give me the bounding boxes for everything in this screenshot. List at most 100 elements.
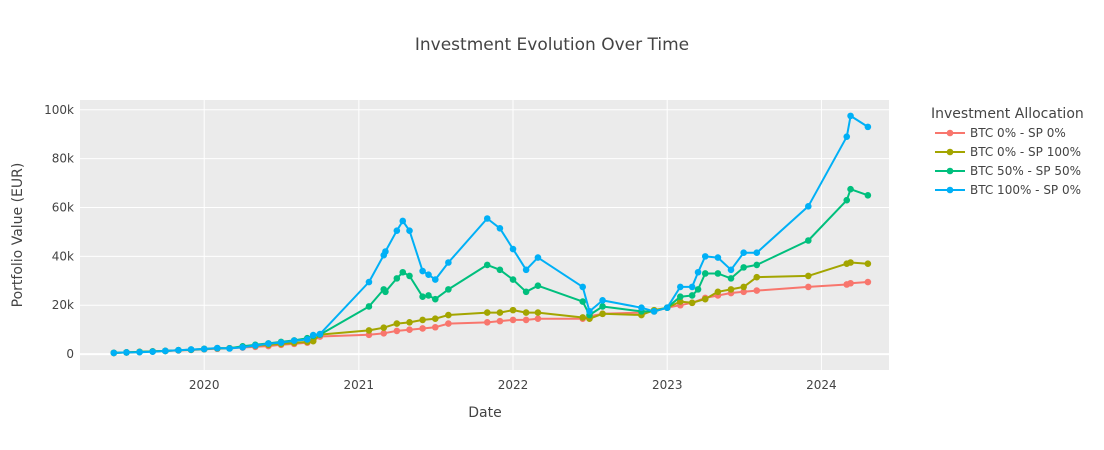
data-point[interactable] [496, 309, 504, 316]
data-point[interactable] [522, 316, 530, 324]
data-point[interactable] [522, 288, 530, 296]
data-point[interactable] [290, 337, 298, 344]
legend-item[interactable]: BTC 0% - SP 0% [935, 126, 1066, 140]
data-point[interactable] [431, 323, 439, 331]
data-point[interactable] [123, 349, 130, 356]
data-point[interactable] [406, 227, 413, 235]
legend-item[interactable]: BTC 0% - SP 100% [935, 145, 1081, 159]
data-point[interactable] [847, 185, 854, 193]
data-point[interactable] [365, 327, 373, 334]
data-point[interactable] [534, 282, 542, 290]
data-point[interactable] [864, 278, 872, 286]
data-point[interactable] [445, 311, 452, 319]
data-point[interactable] [688, 299, 696, 307]
data-point[interactable] [277, 339, 285, 346]
data-point[interactable] [425, 271, 432, 279]
data-point[interactable] [496, 266, 504, 274]
data-point[interactable] [509, 245, 517, 253]
data-point[interactable] [431, 315, 439, 322]
data-point[interactable] [393, 227, 401, 235]
data-point[interactable] [393, 320, 401, 327]
data-point[interactable] [419, 293, 426, 300]
data-point[interactable] [677, 293, 684, 300]
data-point[interactable] [483, 261, 491, 269]
data-point[interactable] [522, 309, 530, 316]
data-point[interactable] [753, 249, 761, 257]
data-point[interactable] [847, 279, 854, 287]
data-point[interactable] [419, 325, 426, 332]
data-point[interactable] [864, 260, 872, 268]
data-point[interactable] [740, 283, 747, 291]
data-point[interactable] [265, 340, 272, 347]
data-point[interactable] [534, 315, 542, 322]
data-point[interactable] [382, 288, 389, 296]
data-point[interactable] [727, 266, 735, 274]
data-point[interactable] [701, 253, 709, 260]
data-point[interactable] [380, 330, 388, 337]
data-point[interactable] [586, 308, 593, 315]
data-point[interactable] [382, 248, 389, 255]
data-point[interactable] [847, 112, 854, 120]
data-point[interactable] [419, 316, 426, 324]
data-point[interactable] [599, 303, 606, 310]
data-point[interactable] [663, 304, 671, 311]
data-point[interactable] [483, 309, 491, 316]
data-point[interactable] [650, 308, 658, 315]
data-point[interactable] [694, 268, 702, 276]
data-point[interactable] [714, 270, 722, 277]
data-point[interactable] [431, 276, 439, 283]
data-point[interactable] [445, 286, 452, 293]
data-point[interactable] [864, 191, 872, 199]
data-point[interactable] [365, 278, 373, 286]
data-point[interactable] [425, 292, 432, 299]
data-point[interactable] [496, 224, 504, 232]
data-point[interactable] [309, 331, 317, 339]
data-point[interactable] [162, 347, 169, 355]
data-point[interactable] [805, 272, 812, 280]
data-point[interactable] [522, 266, 530, 274]
data-point[interactable] [200, 345, 208, 353]
data-point[interactable] [599, 310, 606, 318]
data-point[interactable] [753, 261, 761, 269]
data-point[interactable] [316, 330, 324, 338]
legend-item[interactable]: BTC 50% - SP 50% [935, 164, 1081, 178]
data-point[interactable] [714, 254, 722, 261]
data-point[interactable] [187, 346, 195, 353]
data-point[interactable] [599, 297, 606, 304]
data-point[interactable] [445, 320, 452, 327]
data-point[interactable] [753, 287, 761, 294]
data-point[interactable] [393, 275, 401, 282]
data-point[interactable] [303, 336, 311, 343]
data-point[interactable] [688, 283, 696, 291]
data-point[interactable] [226, 345, 233, 352]
data-point[interactable] [534, 309, 542, 316]
data-point[interactable] [483, 319, 491, 326]
data-point[interactable] [509, 306, 517, 314]
data-point[interactable] [399, 217, 407, 225]
data-point[interactable] [579, 283, 587, 291]
legend-item[interactable]: BTC 100% - SP 0% [935, 183, 1081, 197]
data-point[interactable] [213, 344, 221, 352]
data-point[interactable] [175, 346, 182, 354]
data-point[interactable] [805, 237, 812, 244]
data-point[interactable] [136, 348, 143, 356]
data-point[interactable] [406, 272, 413, 280]
data-point[interactable] [419, 267, 426, 275]
data-point[interactable] [805, 202, 812, 210]
data-point[interactable] [110, 349, 118, 357]
data-point[interactable] [843, 196, 851, 204]
data-point[interactable] [714, 288, 722, 296]
data-point[interactable] [740, 288, 747, 296]
data-point[interactable] [701, 295, 709, 303]
data-point[interactable] [677, 283, 684, 291]
data-point[interactable] [509, 316, 517, 324]
data-point[interactable] [431, 295, 439, 303]
data-point[interactable] [239, 343, 246, 351]
data-point[interactable] [380, 324, 388, 332]
data-point[interactable] [483, 215, 491, 222]
data-point[interactable] [864, 123, 872, 131]
data-point[interactable] [753, 273, 761, 281]
data-point[interactable] [406, 326, 413, 333]
data-point[interactable] [847, 259, 854, 266]
data-point[interactable] [149, 348, 156, 355]
